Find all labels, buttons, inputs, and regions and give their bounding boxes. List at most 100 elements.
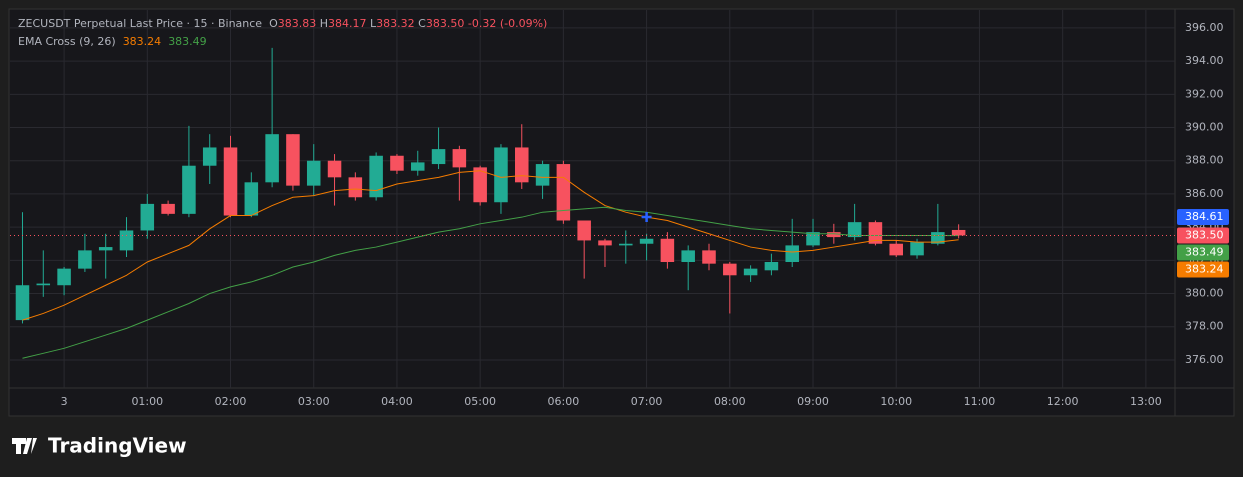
logo-icon	[12, 438, 37, 454]
candle-body	[15, 285, 30, 321]
ohlc-value: 384.17	[328, 17, 367, 30]
y-tick-label: 376.00	[1185, 353, 1224, 366]
logo: TradingView	[12, 434, 187, 458]
candle-body	[452, 149, 467, 168]
y-tick-label: 390.00	[1185, 121, 1224, 134]
ema-line	[22, 206, 959, 359]
ohlc-key: C	[418, 17, 426, 30]
candle-body	[889, 243, 903, 256]
y-tick-label: 396.00	[1185, 21, 1224, 34]
candle-body	[202, 147, 217, 166]
y-tick-label: 388.00	[1185, 154, 1224, 167]
price-label: 383.24	[1185, 262, 1224, 275]
candle-body	[827, 232, 841, 238]
chart-panel	[8, 8, 1235, 417]
indicator-value: 383.24	[122, 35, 162, 48]
x-tick-label: 07:00	[631, 395, 663, 408]
candle-body	[348, 177, 363, 198]
change: -0.32 (-0.09%)	[467, 17, 548, 30]
candle-body	[743, 268, 758, 276]
candle-body	[639, 238, 654, 244]
candle-body	[556, 164, 571, 221]
x-tick-label: 03:00	[298, 395, 330, 408]
candle-body	[223, 147, 238, 216]
ohlc-key: H	[319, 17, 329, 30]
price-label-box	[1177, 244, 1229, 261]
x-tick-label: 04:00	[381, 395, 413, 408]
candle-body	[119, 230, 134, 251]
candle-body	[598, 240, 612, 246]
candle-body	[847, 222, 862, 238]
candle-body	[910, 242, 924, 256]
candle-body	[410, 162, 425, 171]
header-line: ZECUSDT Perpetual Last Price · 15 · Bina…	[18, 17, 547, 30]
x-tick-label: 06:00	[548, 395, 580, 408]
candle-body	[57, 268, 71, 286]
candle-body	[369, 155, 383, 198]
candle-body	[577, 220, 591, 241]
candle-body	[306, 160, 321, 186]
price-label: 383.49	[1185, 245, 1224, 258]
candle-body	[182, 165, 196, 214]
indicator-line: EMA Cross (9, 26) 383.24 383.49	[18, 35, 207, 48]
x-tick-label: 02:00	[215, 395, 247, 408]
candle-body	[785, 245, 799, 262]
candle-body	[951, 229, 966, 236]
price-label: 384.61	[1185, 210, 1224, 223]
y-tick-label: 394.00	[1185, 54, 1224, 67]
candle-body	[660, 238, 675, 262]
candle-body	[161, 203, 175, 214]
price-label-box	[1177, 261, 1229, 278]
candle-body	[806, 232, 820, 246]
ema-line	[22, 170, 959, 321]
x-tick-label: 11:00	[964, 395, 996, 408]
candle-body	[723, 263, 737, 276]
candle-body	[98, 247, 113, 251]
candle-body	[515, 147, 529, 183]
x-tick-label: 12:00	[1047, 395, 1079, 408]
candle-body	[78, 250, 92, 269]
crosshair	[641, 212, 652, 223]
candle-body	[619, 243, 633, 246]
candle-body	[535, 164, 550, 186]
ohlc: O383.83 H384.17 L383.32 C383.50	[269, 17, 468, 30]
logo-text: TradingView	[48, 434, 187, 458]
indicator-value: 383.49	[168, 35, 207, 48]
x-tick-label: 13:00	[1130, 395, 1162, 408]
price-label: 383.50	[1185, 228, 1224, 241]
indicator: EMA Cross (9, 26)	[18, 35, 116, 48]
x-tick-label: 10:00	[880, 395, 912, 408]
y-tick-label: 378.00	[1185, 320, 1224, 333]
ohlc-key: L	[370, 17, 377, 30]
candle-body	[764, 262, 779, 271]
candle-body	[390, 155, 404, 171]
y-tick-label: 386.00	[1185, 187, 1224, 200]
ohlc-value: 383.50	[425, 17, 465, 30]
x-tick-label: 09:00	[797, 395, 829, 408]
price-label-box	[1177, 209, 1229, 226]
ohlc-key: O	[269, 17, 278, 30]
candle-body	[868, 222, 883, 244]
x-tick-label: 08:00	[714, 395, 746, 408]
candle-body	[244, 182, 259, 216]
candle-body	[327, 160, 342, 178]
symbol: ZECUSDT Perpetual Last Price · 15 · Bina…	[18, 17, 263, 30]
candle-body	[286, 134, 300, 186]
candle-body	[473, 167, 487, 203]
x-tick-label: 01:00	[131, 395, 163, 408]
x-tick-label: 3	[61, 395, 68, 408]
candle-body	[681, 250, 695, 262]
candle-body	[494, 147, 508, 203]
candle-body	[140, 203, 155, 231]
ohlc-value: 383.83	[277, 17, 317, 30]
x-tick-label: 05:00	[464, 395, 496, 408]
candle-body	[431, 149, 446, 165]
y-tick-label: 380.00	[1185, 287, 1224, 300]
price-label-box	[1177, 227, 1229, 244]
y-tick-label: 392.00	[1185, 87, 1224, 100]
candle-body	[36, 283, 51, 286]
ohlc-value: 383.32	[376, 17, 415, 30]
candle-body	[265, 134, 279, 183]
